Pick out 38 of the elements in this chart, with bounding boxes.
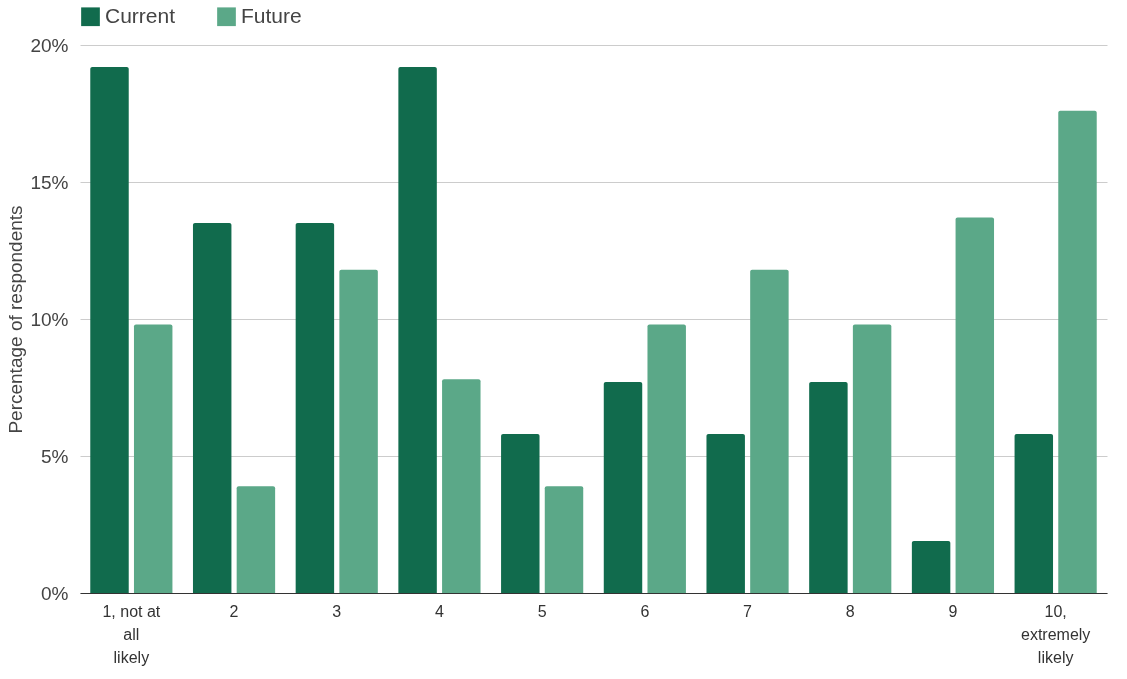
bar xyxy=(339,269,378,593)
bar xyxy=(603,382,643,593)
bar xyxy=(852,324,892,593)
bar xyxy=(911,540,951,593)
bar xyxy=(809,382,848,593)
x-tick-label: 4 xyxy=(435,602,444,620)
bar xyxy=(955,217,995,593)
x-tick-label: 3 xyxy=(332,602,342,620)
legend-label: Current xyxy=(105,3,176,27)
y-tick-label: 0% xyxy=(41,582,69,604)
bar xyxy=(236,486,276,593)
bar xyxy=(442,379,481,593)
y-tick-label: 20% xyxy=(30,34,69,56)
y-tick-label: 10% xyxy=(30,308,69,330)
x-tick-label: 10, extremely likely xyxy=(1020,602,1091,666)
bar xyxy=(133,324,173,593)
bar xyxy=(750,269,789,593)
bar xyxy=(501,434,540,593)
x-tick-label: 2 xyxy=(229,602,239,620)
x-tick-label: 6 xyxy=(640,602,650,620)
x-tick-label: 1, not at all likely xyxy=(102,602,161,666)
bar xyxy=(295,223,335,593)
bar xyxy=(1014,434,1054,593)
x-tick-label: 5 xyxy=(537,602,547,620)
legend-label: Future xyxy=(241,3,302,27)
bar xyxy=(398,66,437,593)
x-tick-label: 7 xyxy=(743,602,753,620)
y-tick-label: 15% xyxy=(30,171,69,193)
bar xyxy=(90,66,129,593)
x-tick-label: 9 xyxy=(948,602,958,620)
bar xyxy=(706,434,745,593)
bar xyxy=(192,223,232,593)
y-tick-label: 5% xyxy=(41,445,69,467)
bar xyxy=(1058,110,1097,593)
bar xyxy=(544,486,584,593)
bar xyxy=(647,324,686,593)
x-tick-label: 8 xyxy=(845,602,855,620)
y-axis-title: Percentage of respondents xyxy=(5,205,27,434)
